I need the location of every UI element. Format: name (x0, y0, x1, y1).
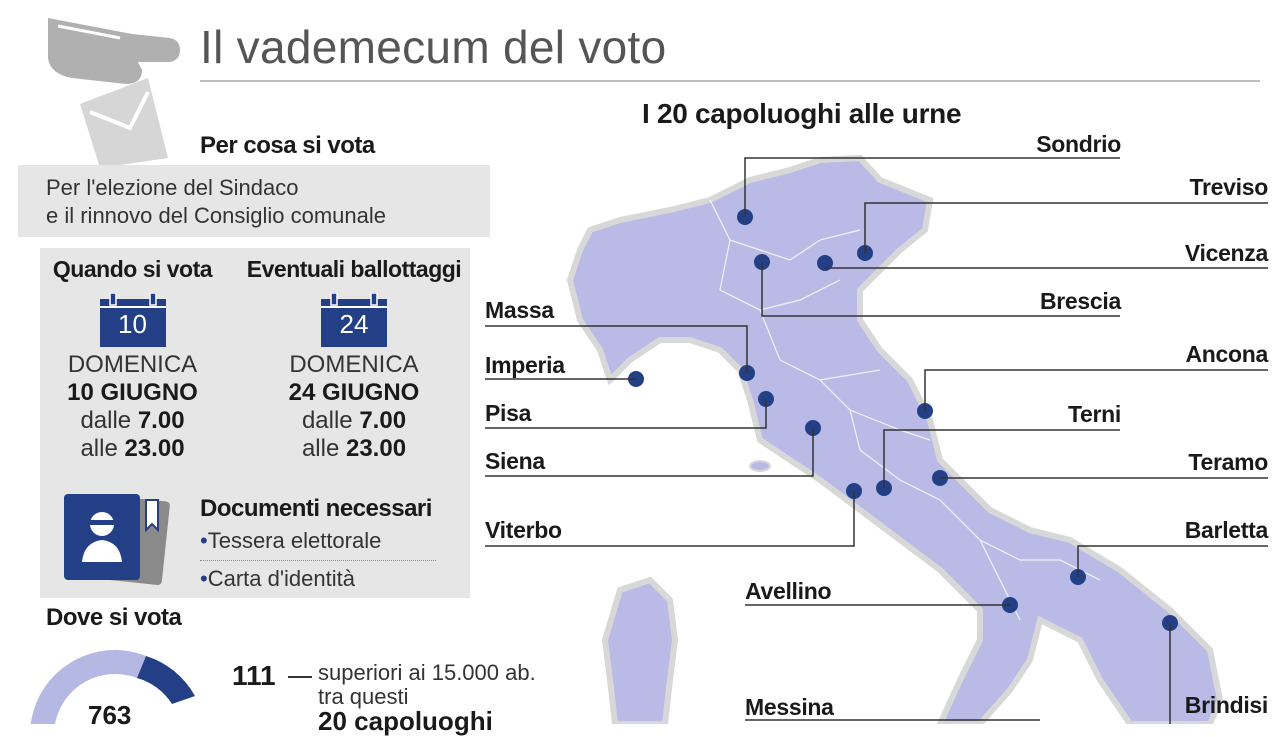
runoff-date: 24 GIUGNO (288, 379, 420, 406)
city-label: Siena (485, 448, 545, 474)
what-line-1: Per l'elezione del Sindaco (46, 175, 299, 200)
city-label: Massa (485, 297, 554, 323)
calendar-day: 24 (339, 309, 369, 339)
city-label: Treviso (1189, 174, 1269, 200)
city-label: Brescia (1039, 288, 1121, 314)
runoff-from: dalle 7.00 (301, 407, 407, 434)
municipalities-donut (20, 640, 210, 735)
city-label: Teramo (1188, 449, 1268, 475)
id-documents-icon (62, 490, 174, 591)
list-item: •Tessera elettorale (200, 528, 382, 553)
list-item: •Carta d'identità (200, 566, 355, 591)
vote-from: dalle 7.00 (80, 407, 185, 434)
documents-list: •Tessera elettorale •Carta d'identità (200, 528, 436, 592)
calendar-icon: 24 (321, 292, 387, 347)
what-box: Per l'elezione del Sindaco e il rinnovo … (18, 165, 490, 237)
map-title: I 20 capoluoghi alle urne (642, 98, 962, 129)
title-divider (200, 80, 1260, 82)
city-label: Brindisi (1184, 692, 1269, 718)
city-label: Ancona (1185, 341, 1268, 367)
vote-heading: Quando si vota (52, 256, 213, 282)
list-separator (200, 560, 436, 561)
what-heading: Per cosa si vota (200, 132, 375, 159)
city-label: Imperia (485, 352, 565, 378)
vote-to: alle 23.00 (80, 435, 185, 462)
vote-date: 10 GIUGNO (67, 379, 198, 406)
ballot-hand-icon (20, 8, 190, 173)
large-desc-2: tra questi (318, 684, 409, 709)
city-label: Viterbo (485, 517, 562, 543)
runoff-to: alle 23.00 (301, 435, 407, 462)
runoff-column: Eventuali ballottaggi 24 DOMENICA 24 GIU… (238, 256, 470, 463)
documents-heading: Documenti necessari (200, 495, 432, 522)
city-label: Sondrio (1036, 131, 1121, 157)
what-line-2: e il rinnovo del Consiglio comunale (46, 203, 386, 228)
where-heading: Dove si vota (46, 604, 182, 631)
large-desc-1: superiori ai 15.000 ab. (318, 660, 536, 685)
city-label: Avellino (745, 578, 832, 604)
city-label: Vicenza (1184, 240, 1268, 266)
large-count: 111 (232, 660, 276, 691)
city-label: Messina (745, 694, 834, 720)
calendar-day: 10 (118, 309, 147, 339)
city-label: Barletta (1184, 517, 1269, 543)
count-leader (288, 676, 312, 678)
city-label: Terni (1067, 401, 1121, 427)
runoff-weekday: DOMENICA (289, 351, 419, 378)
city-label: Pisa (485, 400, 532, 426)
calendar-icon: 10 (99, 292, 166, 347)
vote-column: Quando si vota 10 DOMENICA 10 GIUGNO dal… (40, 256, 225, 463)
page-title: Il vademecum del voto (200, 21, 667, 73)
runoff-heading: Eventuali ballottaggi (246, 256, 462, 282)
vote-weekday: DOMENICA (67, 351, 198, 378)
